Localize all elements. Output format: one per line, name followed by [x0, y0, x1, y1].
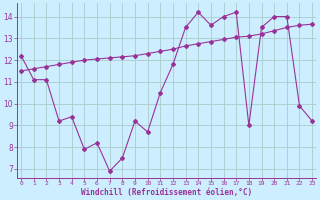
X-axis label: Windchill (Refroidissement éolien,°C): Windchill (Refroidissement éolien,°C) — [81, 188, 252, 197]
